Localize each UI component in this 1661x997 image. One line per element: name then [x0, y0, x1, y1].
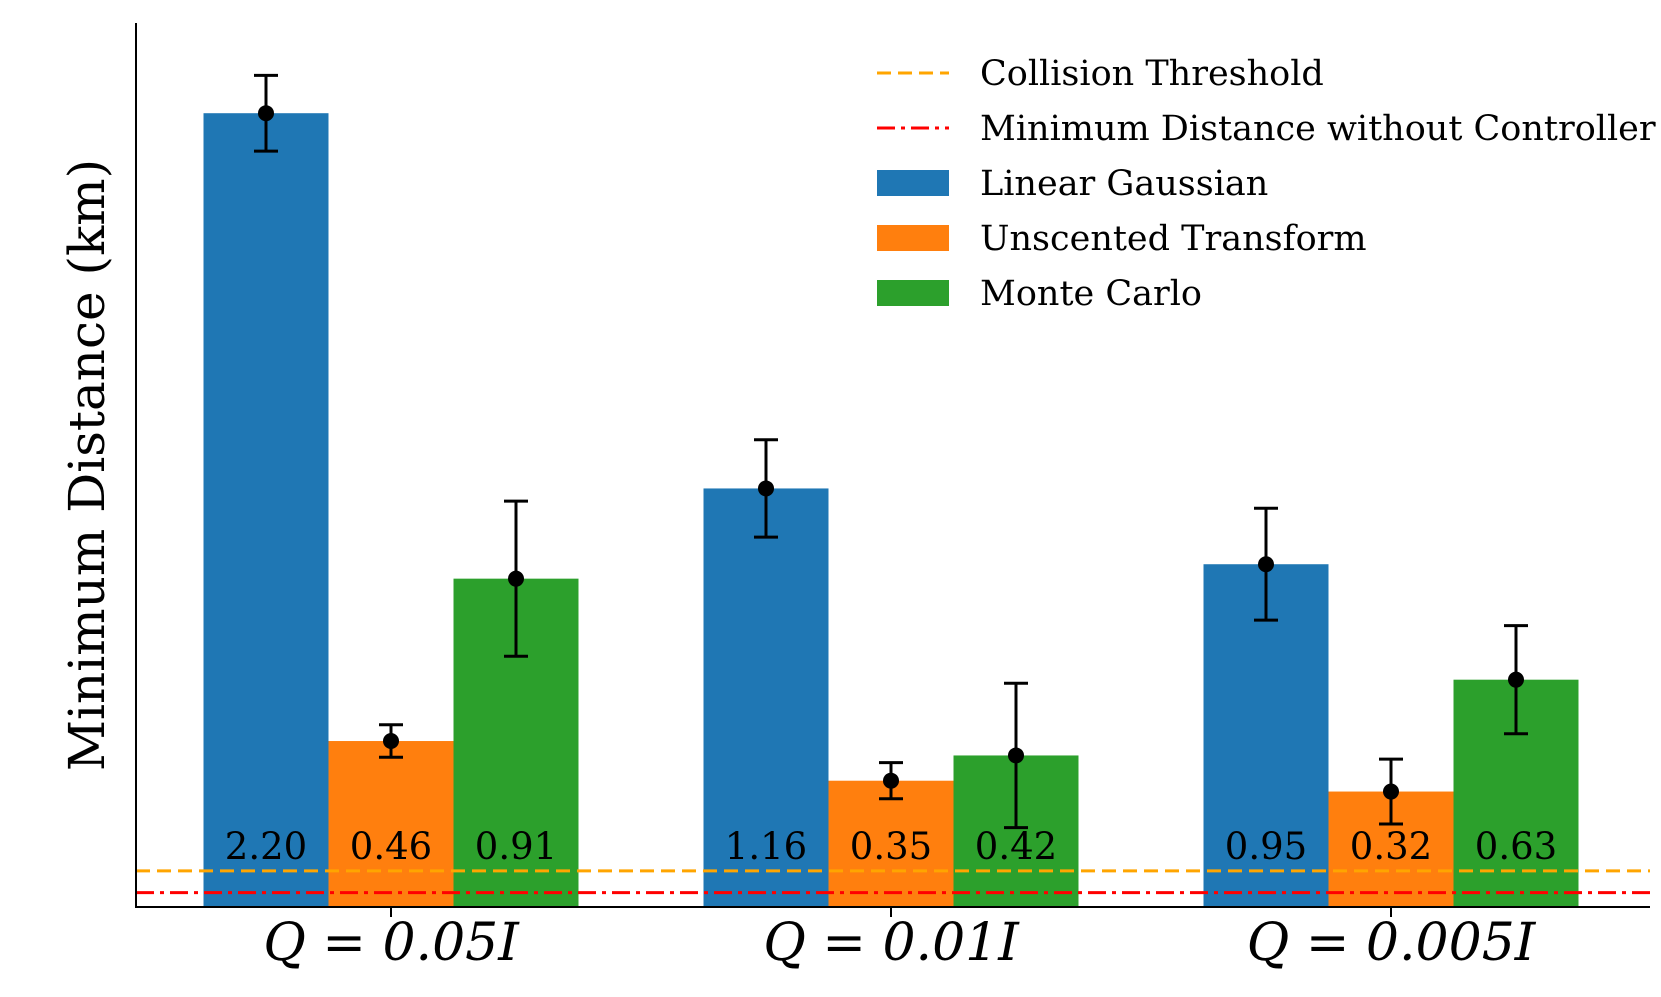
x-tick-label-2: Q = 0.005I [1247, 913, 1537, 973]
mean-point-monte-carlo-1 [1008, 747, 1024, 764]
bar-linear-gaussian-0 [203, 113, 329, 907]
legend-label-minimum-distance-without-controller: Minimum Distance without Controller [980, 109, 1656, 149]
x-tick-label-0: Q = 0.05I [263, 913, 520, 973]
y-axis-label: Minimum Distance (km) [58, 159, 116, 771]
legend-swatch-linear-gaussian [877, 170, 949, 196]
value-label-unscented-transform-2: 0.32 [1350, 825, 1432, 868]
value-label-unscented-transform-1: 0.35 [850, 825, 932, 868]
mean-point-linear-gaussian-1 [758, 480, 774, 497]
legend-swatch-monte-carlo [877, 280, 949, 306]
mean-point-linear-gaussian-0 [258, 105, 274, 122]
value-label-monte-carlo-1: 0.42 [975, 825, 1057, 868]
mean-point-unscented-transform-2 [1383, 783, 1399, 800]
bar-linear-gaussian-1 [703, 488, 829, 907]
value-label-linear-gaussian-1: 1.16 [725, 825, 807, 868]
mean-point-monte-carlo-0 [508, 570, 524, 587]
value-label-unscented-transform-0: 0.46 [350, 825, 432, 868]
legend: Collision Threshold Minimum Distance with… [877, 54, 1656, 314]
bar-unscented-transform-1 [828, 780, 954, 907]
bars-layer [203, 113, 1579, 907]
value-label-monte-carlo-0: 0.91 [475, 825, 557, 868]
mean-point-unscented-transform-0 [383, 733, 399, 750]
legend-label-monte-carlo: Monte Carlo [980, 274, 1202, 314]
value-label-monte-carlo-2: 0.63 [1475, 825, 1557, 868]
value-labels-layer: 2.20 1.16 0.95 0.46 0.35 0.32 0.91 0.42 0.63 [225, 825, 1557, 868]
reference-lines-layer [136, 869, 1650, 895]
legend-swatch-unscented-transform [877, 225, 949, 251]
mean-point-monte-carlo-2 [1508, 671, 1524, 688]
value-label-linear-gaussian-2: 0.95 [1225, 825, 1307, 868]
x-ticks-layer: Q = 0.05I Q = 0.01I Q = 0.005I [263, 907, 1537, 973]
legend-label-collision-threshold: Collision Threshold [980, 54, 1324, 94]
value-label-linear-gaussian-0: 2.20 [225, 825, 307, 868]
bar-unscented-transform-0 [328, 741, 454, 907]
mean-point-linear-gaussian-2 [1258, 556, 1274, 573]
mean-point-unscented-transform-1 [883, 772, 899, 789]
legend-label-unscented-transform: Unscented Transform [980, 219, 1367, 259]
legend-label-linear-gaussian: Linear Gaussian [980, 164, 1268, 204]
error-bars-layer [254, 73, 1528, 830]
x-tick-label-1: Q = 0.01I [763, 913, 1020, 973]
